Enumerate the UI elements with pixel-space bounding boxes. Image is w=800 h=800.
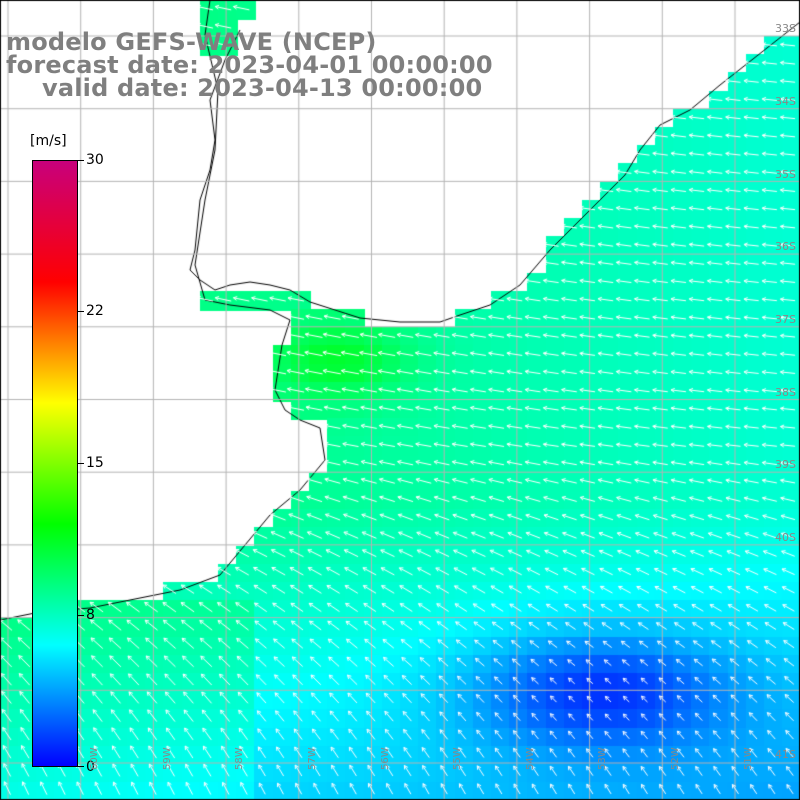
colorbar-tick-22: 22 (86, 303, 104, 319)
lon-label-54w: 54W (525, 747, 536, 770)
colorbar-tickmark (78, 311, 84, 312)
colorbar-tickmark (78, 615, 84, 616)
map-title-model: modelo GEFS-WAVE (NCEP) (6, 28, 377, 56)
lon-label-51w: 51W (743, 747, 754, 770)
lat-label-38s: 38S (775, 386, 796, 399)
colorbar-tickmark (78, 160, 84, 161)
lon-label-58w: 58W (234, 747, 245, 770)
lat-label-33s: 33S (775, 22, 796, 35)
colorbar-tick-15: 15 (86, 455, 104, 471)
lon-label-60w: 60W (89, 747, 100, 770)
lat-label-39s: 39S (775, 458, 796, 471)
colorbar-tick-30: 30 (86, 152, 104, 168)
colorbar-tickmark (78, 463, 84, 464)
colorbar (32, 160, 78, 767)
lon-label-53w: 53W (597, 747, 608, 770)
lon-label-56w: 56W (380, 747, 391, 770)
colorbar-tick-0: 0 (86, 759, 95, 775)
lon-label-59w: 59W (162, 747, 173, 770)
map-title-valid-date: valid date: 2023-04-13 00:00:00 (42, 74, 483, 102)
lon-label-52w: 52W (670, 747, 681, 770)
lat-label-34s: 34S (775, 95, 796, 108)
lat-label-36s: 36S (775, 240, 796, 253)
lat-label-35s: 35S (775, 168, 796, 181)
lat-label-37s: 37S (775, 313, 796, 326)
lon-label-55w: 55W (452, 747, 463, 770)
colorbar-unit-label: [m/s] (30, 133, 67, 149)
colorbar-tick-8: 8 (86, 607, 95, 623)
lat-label-40s: 40S (775, 531, 796, 544)
colorbar-tickmark (78, 766, 84, 767)
map-title-forecast-date: forecast date: 2023-04-01 00:00:00 (6, 51, 493, 79)
lat-label-41s: 41S (775, 748, 796, 761)
lon-label-57w: 57W (307, 747, 318, 770)
